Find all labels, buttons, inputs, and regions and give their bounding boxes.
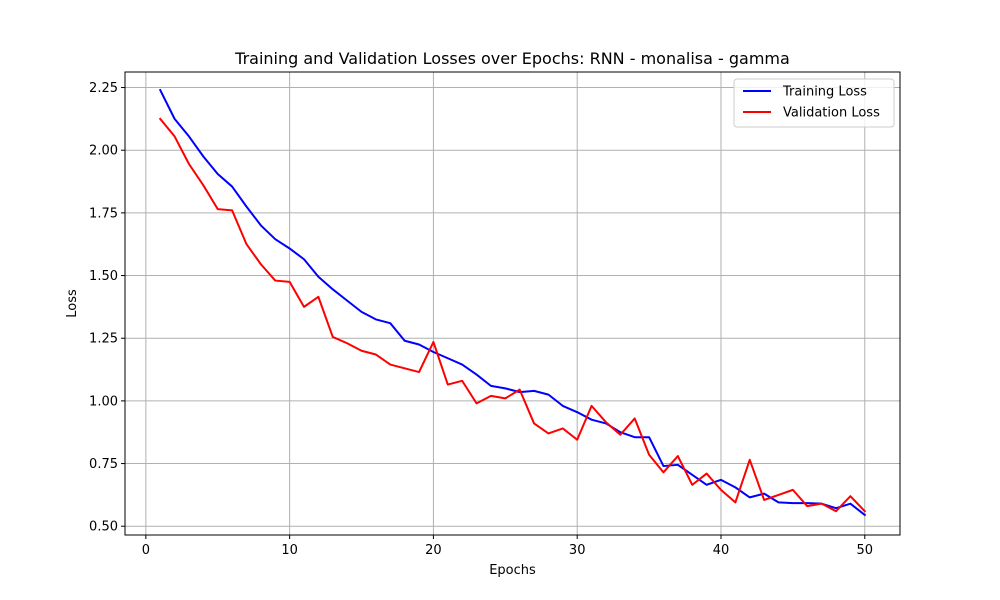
x-tick-label: 30 bbox=[569, 543, 586, 558]
series-line-validation-loss bbox=[158, 117, 867, 513]
grid-layer bbox=[125, 72, 900, 535]
series-layer bbox=[158, 88, 867, 517]
x-tick-label: 40 bbox=[713, 543, 730, 558]
y-tick-label: 0.75 bbox=[89, 457, 118, 472]
x-tick-label: 10 bbox=[281, 543, 298, 558]
y-tick-label: 0.50 bbox=[89, 520, 118, 535]
y-tick-label: 1.00 bbox=[89, 394, 118, 409]
chart-title: Training and Validation Losses over Epoc… bbox=[234, 49, 790, 68]
legend: Training Loss Validation Loss bbox=[733, 78, 895, 128]
legend-frame bbox=[733, 78, 895, 128]
x-tick-label: 0 bbox=[142, 543, 150, 558]
series-line-training-loss bbox=[158, 88, 867, 517]
y-tick-label: 1.50 bbox=[89, 269, 118, 284]
y-tick-label: 1.25 bbox=[89, 332, 118, 347]
x-tick-label: 20 bbox=[425, 543, 442, 558]
plot-frame bbox=[124, 71, 901, 536]
y-axis-title: Loss bbox=[65, 289, 80, 318]
legend-label-validation-loss: Validation Loss bbox=[783, 106, 880, 121]
x-axis-title: Epochs bbox=[489, 563, 536, 578]
tick-layer: 0 10 20 30 40 50 0.50 0.75 1.00 1.25 1.50 1.75 2.00 2… bbox=[89, 81, 873, 558]
legend-label-training-loss: Training Loss bbox=[782, 85, 867, 100]
y-tick-label: 2.00 bbox=[89, 144, 118, 159]
x-tick-label: 50 bbox=[856, 543, 873, 558]
y-tick-label: 2.25 bbox=[89, 81, 118, 96]
y-tick-label: 1.75 bbox=[89, 206, 118, 221]
